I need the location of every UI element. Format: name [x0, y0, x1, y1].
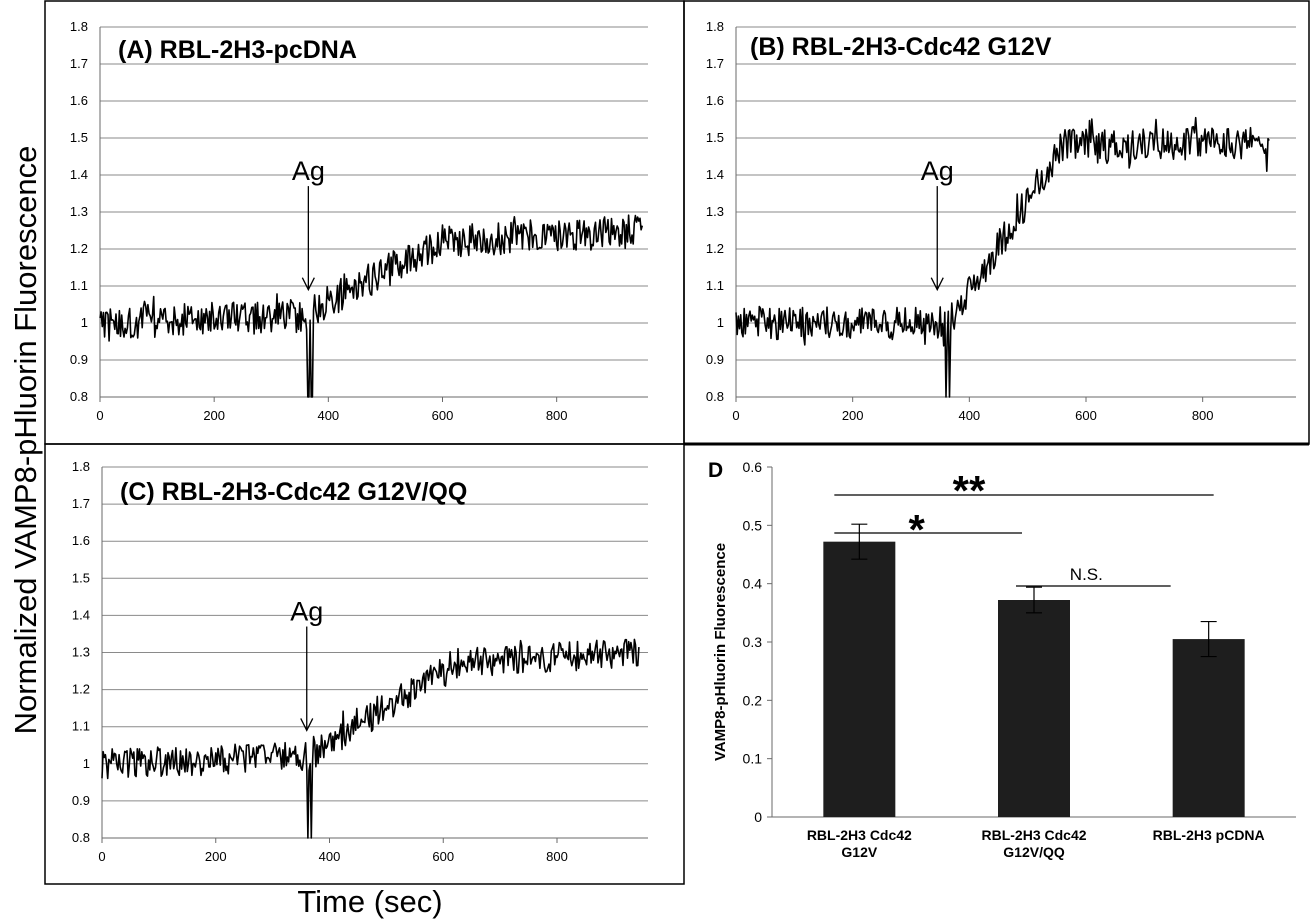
bar: [823, 541, 896, 817]
figure-ylabel: Normalized VAMP8-pHluorin Fluorescence: [8, 146, 43, 735]
y-tick-label: 1.4: [706, 167, 724, 182]
bar: [998, 600, 1070, 817]
x-tick-label: 600: [432, 849, 454, 864]
bar: [1172, 639, 1245, 817]
y-tick-label: 1.3: [70, 204, 88, 219]
ag-label: Ag: [290, 597, 323, 627]
y-tick-label: 1: [717, 315, 724, 330]
x-tick-label: 800: [546, 408, 568, 423]
y-tick-label: 0.9: [72, 793, 90, 808]
y-tick-label: 1.5: [72, 570, 90, 585]
y-tick-label: 0.2: [743, 692, 763, 708]
y-tick-label: 1.7: [72, 496, 90, 511]
x-tick-label: 400: [319, 849, 341, 864]
y-tick-label: 1.3: [706, 204, 724, 219]
frame-a: [44, 0, 685, 445]
category-label: G12V: [841, 844, 877, 860]
y-tick-label: 1.6: [70, 93, 88, 108]
data-trace: [735, 116, 1270, 398]
y-tick-label: 1: [81, 315, 88, 330]
ag-arrow-head: [930, 277, 944, 292]
significance-label: **: [953, 467, 986, 514]
y-tick-label: 1.8: [706, 19, 724, 34]
panel-frames: [44, 0, 1310, 885]
y-tick-label: 1: [83, 756, 90, 771]
y-tick-label: 1.6: [72, 533, 90, 548]
frame-b: [683, 0, 1310, 445]
y-tick-label: 0.8: [70, 389, 88, 404]
category-label: G12V/QQ: [1003, 844, 1065, 860]
x-tick-label: 400: [958, 408, 980, 423]
y-tick-label: 0.9: [70, 352, 88, 367]
y-tick-label: 0.8: [72, 830, 90, 845]
y-tick-label: 0: [754, 809, 762, 825]
panel-title: (C) RBL-2H3-Cdc42 G12V/QQ: [120, 478, 467, 506]
y-tick-label: 0.9: [706, 352, 724, 367]
x-tick-label: 800: [1192, 408, 1214, 423]
y-tick-label: 1.8: [72, 459, 90, 474]
category-label: RBL-2H3 Cdc42: [807, 827, 912, 843]
y-tick-label: 1.8: [70, 19, 88, 34]
y-tick-label: 0.1: [743, 751, 763, 767]
y-tick-label: 0.3: [743, 634, 763, 650]
x-tick-label: 200: [203, 408, 225, 423]
ag-arrow-head: [300, 718, 314, 732]
panel-b: 0.8 0.9 1 1.1 1.2 1.3 1.4 1.5 1.6 1.7 1.8 0 200 400 60…: [706, 19, 1296, 423]
y-tick-label: 0.4: [743, 576, 763, 592]
panel-c: 0.8 0.9 1 1.1 1.2 1.3 1.4 1.5 1.6 1.7 1.8 0 200 400 60…: [72, 459, 648, 864]
x-tick-label: 0: [98, 849, 105, 864]
y-tick-label: 1.1: [706, 278, 724, 293]
panel-title: (A) RBL-2H3-pcDNA: [118, 36, 357, 64]
data-trace: [99, 214, 644, 398]
significance-label: N.S.: [1070, 565, 1103, 584]
panel-title: D: [708, 459, 723, 482]
x-tick-label: 200: [842, 408, 864, 423]
ag-label: Ag: [921, 156, 954, 186]
y-tick-label: 1.5: [70, 130, 88, 145]
y-tick-label: 1.7: [706, 56, 724, 71]
x-tick-label: 600: [1075, 408, 1097, 423]
y-tick-label: 0.5: [743, 517, 763, 533]
y-tick-label: 1.1: [72, 719, 90, 734]
y-tick-label: 1.4: [72, 607, 90, 622]
panel-d: D 0 0.1 0.2 0.3 0.4 0.5 0.6 VAMP8-pHluorin Fluor…: [708, 459, 1296, 860]
y-tick-label: 1.1: [70, 278, 88, 293]
x-tick-label: 0: [732, 408, 739, 423]
y-tick-label: 1.4: [70, 167, 88, 182]
panel-title: (B) RBL-2H3-Cdc42 G12V: [750, 33, 1052, 61]
y-tick-label: 0.6: [743, 459, 763, 475]
ag-label: Ag: [292, 156, 325, 186]
y-tick-label: 0.8: [706, 389, 724, 404]
ag-arrow-head: [301, 277, 315, 292]
x-tick-label: 800: [546, 849, 568, 864]
y-tick-label: 1.6: [706, 93, 724, 108]
x-tick-label: 400: [317, 408, 339, 423]
x-tick-label: 200: [205, 849, 227, 864]
panel-a: 0.8 0.9 1 1.1 1.2 1.3 1.4 1.5 1.6 1.7 1.8 0 200 400 60…: [70, 19, 648, 423]
y-tick-label: 1.3: [72, 645, 90, 660]
figure-xlabel: Time (sec): [297, 884, 442, 919]
data-trace: [101, 638, 640, 839]
y-tick-label: 1.7: [70, 56, 88, 71]
y-tick-label: 1.2: [72, 682, 90, 697]
y-tick-label: 1.5: [706, 130, 724, 145]
significance-label: *: [908, 506, 925, 553]
category-label: RBL-2H3 Cdc42: [981, 827, 1086, 843]
y-axis-label: VAMP8-pHluorin Fluorescence: [712, 543, 729, 761]
x-tick-label: 0: [96, 408, 103, 423]
y-tick-label: 1.2: [70, 241, 88, 256]
category-label: RBL-2H3 pCDNA: [1153, 827, 1265, 843]
frame-c: [44, 443, 685, 885]
y-tick-label: 1.2: [706, 241, 724, 256]
x-tick-label: 600: [432, 408, 454, 423]
